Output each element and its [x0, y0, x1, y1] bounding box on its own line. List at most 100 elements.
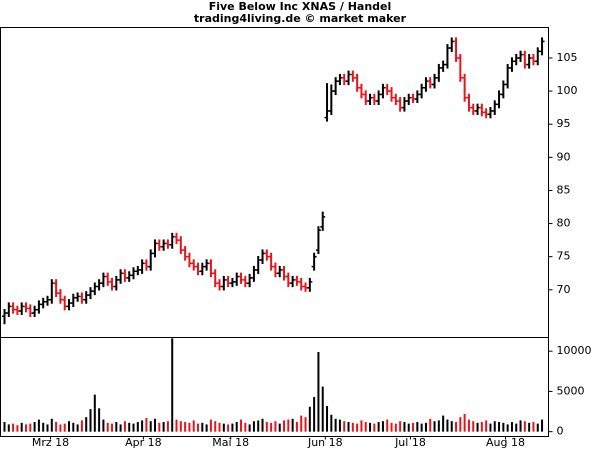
volume-bar: [29, 423, 32, 432]
volume-bar: [115, 422, 118, 432]
volume-bar: [356, 423, 359, 432]
y-tick-label: 75: [557, 250, 571, 263]
volume-bar: [541, 419, 544, 432]
volume-bar: [459, 417, 462, 432]
y-tick-label: 0: [557, 425, 564, 438]
x-tick-label: Aug 18: [486, 436, 525, 449]
volume-bar: [184, 422, 187, 432]
volume-bar: [214, 421, 217, 432]
volume-bar: [403, 422, 406, 432]
volume-bar: [347, 422, 350, 432]
volume-bar: [59, 424, 62, 432]
volume-bar: [261, 418, 264, 432]
volume-bar: [450, 421, 453, 432]
volume-bar: [412, 422, 415, 432]
price-frame: [0, 27, 549, 338]
volume-bar: [222, 423, 225, 432]
volume-bar: [476, 422, 479, 432]
volume-bar: [364, 422, 367, 432]
x-tick-label: Mai 18: [212, 436, 249, 449]
volume-bar: [532, 422, 535, 432]
volume-bar: [338, 419, 341, 432]
volume-bar: [63, 423, 66, 432]
volume-bar: [424, 422, 427, 432]
volume-bar: [446, 419, 449, 432]
volume-bar: [429, 418, 432, 432]
volume-bar: [515, 423, 518, 432]
volume-bar: [80, 420, 83, 432]
volume-bar: [175, 419, 178, 432]
volume-bar: [85, 417, 88, 432]
volume-bar: [68, 421, 71, 432]
x-tick-label: Jun 18: [307, 436, 343, 449]
volume-bar: [158, 422, 161, 432]
volume-bar: [399, 421, 402, 432]
volume-bar: [197, 423, 200, 432]
x-tick-label: Mrz 18: [32, 436, 69, 449]
volume-bar: [235, 422, 238, 432]
volume-bar: [313, 397, 316, 432]
volume-bar: [37, 419, 40, 432]
volume-bar: [321, 386, 324, 432]
volume-bar: [278, 423, 281, 432]
volume-bar: [394, 423, 397, 432]
volume-bar: [145, 417, 148, 432]
volume-bar: [248, 424, 251, 432]
volume-bar: [493, 421, 496, 432]
volume-bar: [171, 338, 174, 432]
volume-bar: [46, 424, 49, 432]
volume-bar: [442, 415, 445, 432]
volume-bar: [407, 423, 410, 432]
volume-bar: [111, 423, 114, 432]
volume-bar: [369, 422, 372, 432]
volume-bar: [7, 424, 10, 432]
volume-bar: [308, 406, 311, 432]
y-tick-label: 70: [557, 283, 571, 296]
volume-bar: [188, 422, 191, 432]
volume-bar: [502, 422, 505, 432]
volume-bar: [209, 419, 212, 432]
volume-bar: [123, 421, 126, 432]
volume-bar: [528, 422, 531, 432]
y-tick-label: 80: [557, 217, 571, 230]
volume-bar: [149, 421, 152, 432]
volume-bar: [274, 421, 277, 432]
volume-bar: [536, 423, 539, 432]
volume-bar: [244, 422, 247, 432]
volume-bar: [270, 422, 273, 432]
volume-bar: [472, 421, 475, 432]
volume-bar: [373, 423, 376, 432]
volume-bar: [343, 421, 346, 432]
volume-bar: [3, 422, 6, 432]
volume-bar: [317, 351, 320, 432]
volume-bar: [489, 423, 492, 432]
volume-bar: [252, 421, 255, 432]
volume-bar: [455, 422, 458, 432]
volume-bar: [16, 425, 19, 432]
volume-bar: [12, 423, 15, 432]
volume-bar: [201, 422, 204, 432]
volume-bar: [390, 422, 393, 432]
volume-bar: [162, 422, 165, 432]
volume-bar: [218, 422, 221, 432]
volume-bar: [50, 418, 53, 432]
y-tick-label: 5000: [557, 384, 585, 397]
y-tick-label: 95: [557, 117, 571, 130]
volume-bar: [154, 418, 157, 432]
volume-bar: [463, 413, 466, 432]
y-tick-label: 10000: [557, 344, 592, 357]
volume-bar: [334, 418, 337, 432]
x-tick-label: Jul 18: [394, 436, 426, 449]
y-tick-label: 105: [557, 51, 578, 64]
volume-bar: [510, 422, 513, 432]
y-tick-label: 90: [557, 150, 571, 163]
chart-title: Five Below Inc XNAS / Handel: [209, 0, 392, 13]
volume-bar: [326, 405, 329, 432]
volume-bar: [89, 409, 92, 432]
volume-bar: [433, 421, 436, 432]
volume-bar: [295, 422, 298, 432]
volume-bar: [330, 414, 333, 432]
volume-bar: [498, 422, 501, 432]
volume-bar: [437, 420, 440, 432]
